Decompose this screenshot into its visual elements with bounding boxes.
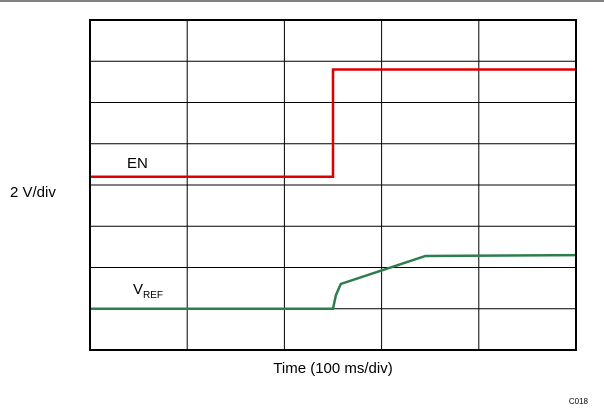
figure-id: C018 xyxy=(569,397,589,406)
series-line-en xyxy=(90,68,576,178)
top-rule xyxy=(0,0,604,2)
trace-label-en: EN xyxy=(127,155,148,172)
plot-frame xyxy=(89,19,577,351)
x-axis-label: Time (100 ms/div) xyxy=(273,360,392,377)
traces xyxy=(90,68,577,310)
series-line-vref xyxy=(90,253,577,310)
y-axis-scale-label: 2 V/div xyxy=(10,184,56,201)
trace-label-vref: VREF xyxy=(133,281,163,301)
